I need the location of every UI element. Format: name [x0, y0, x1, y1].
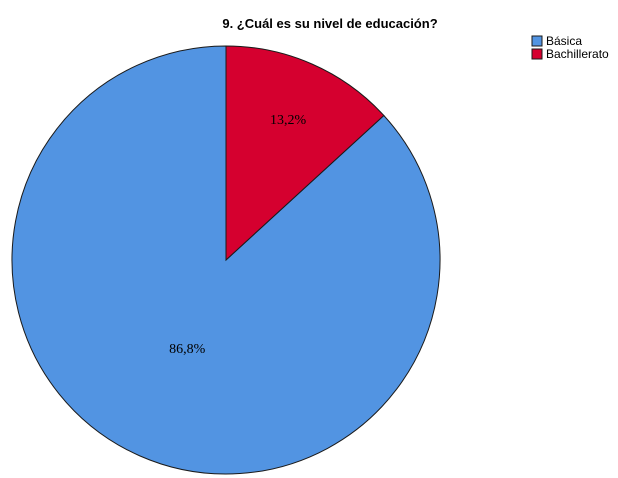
pie-slice-labels: 86,8% 13,2% [169, 113, 306, 357]
legend-label: Básica [546, 34, 582, 48]
pie-slice-bachillerato [225, 45, 385, 262]
slice-value-label: 13,2% [270, 113, 307, 128]
legend-swatch [531, 48, 543, 60]
pie-slices [11, 45, 441, 475]
chart-title: 9. ¿Cuál es su nivel de educación? [222, 16, 437, 31]
slice-value-label: 86,8% [169, 342, 206, 357]
legend-label: Bachillerato [546, 47, 609, 61]
legend-swatch [531, 35, 543, 47]
